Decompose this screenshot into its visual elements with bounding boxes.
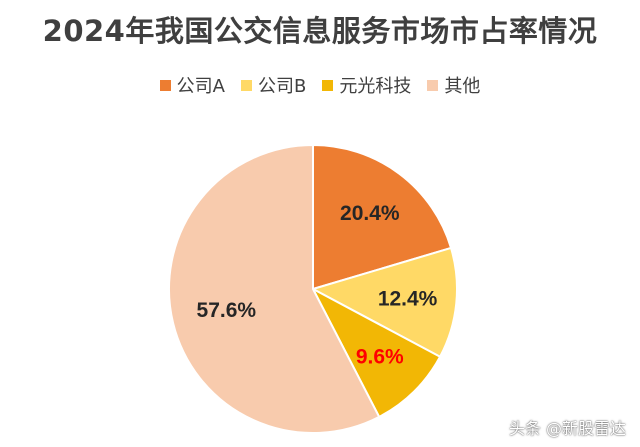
legend-label: 元光科技 bbox=[339, 76, 412, 97]
chart-title: 2024年我国公交信息服务市场市占率情况 bbox=[42, 14, 598, 48]
watermark: 头条 @新股雷达 bbox=[508, 419, 626, 438]
legend-swatch bbox=[322, 79, 334, 91]
legend-item: 其他 bbox=[427, 72, 480, 98]
chart-legend: 公司A 公司B 元光科技 其他 bbox=[0, 72, 640, 98]
legend-item: 公司B bbox=[240, 72, 307, 98]
legend-item: 元光科技 bbox=[322, 72, 411, 98]
pie-slice bbox=[167, 143, 381, 434]
pie-slice bbox=[312, 143, 453, 291]
data-label: 9.6% bbox=[356, 346, 404, 369]
legend-swatch bbox=[427, 79, 439, 91]
legend-label: 公司A bbox=[176, 76, 225, 97]
legend-label: 公司B bbox=[257, 76, 307, 97]
pie-slice bbox=[310, 286, 442, 419]
legend-item: 公司A bbox=[159, 72, 225, 98]
legend-swatch bbox=[159, 79, 171, 91]
legend-label: 其他 bbox=[444, 76, 481, 97]
data-label: 20.4% bbox=[340, 202, 400, 225]
data-label: 57.6% bbox=[197, 299, 257, 322]
legend-swatch bbox=[240, 79, 252, 91]
pie-slice bbox=[310, 246, 458, 359]
data-label: 12.4% bbox=[378, 288, 438, 311]
